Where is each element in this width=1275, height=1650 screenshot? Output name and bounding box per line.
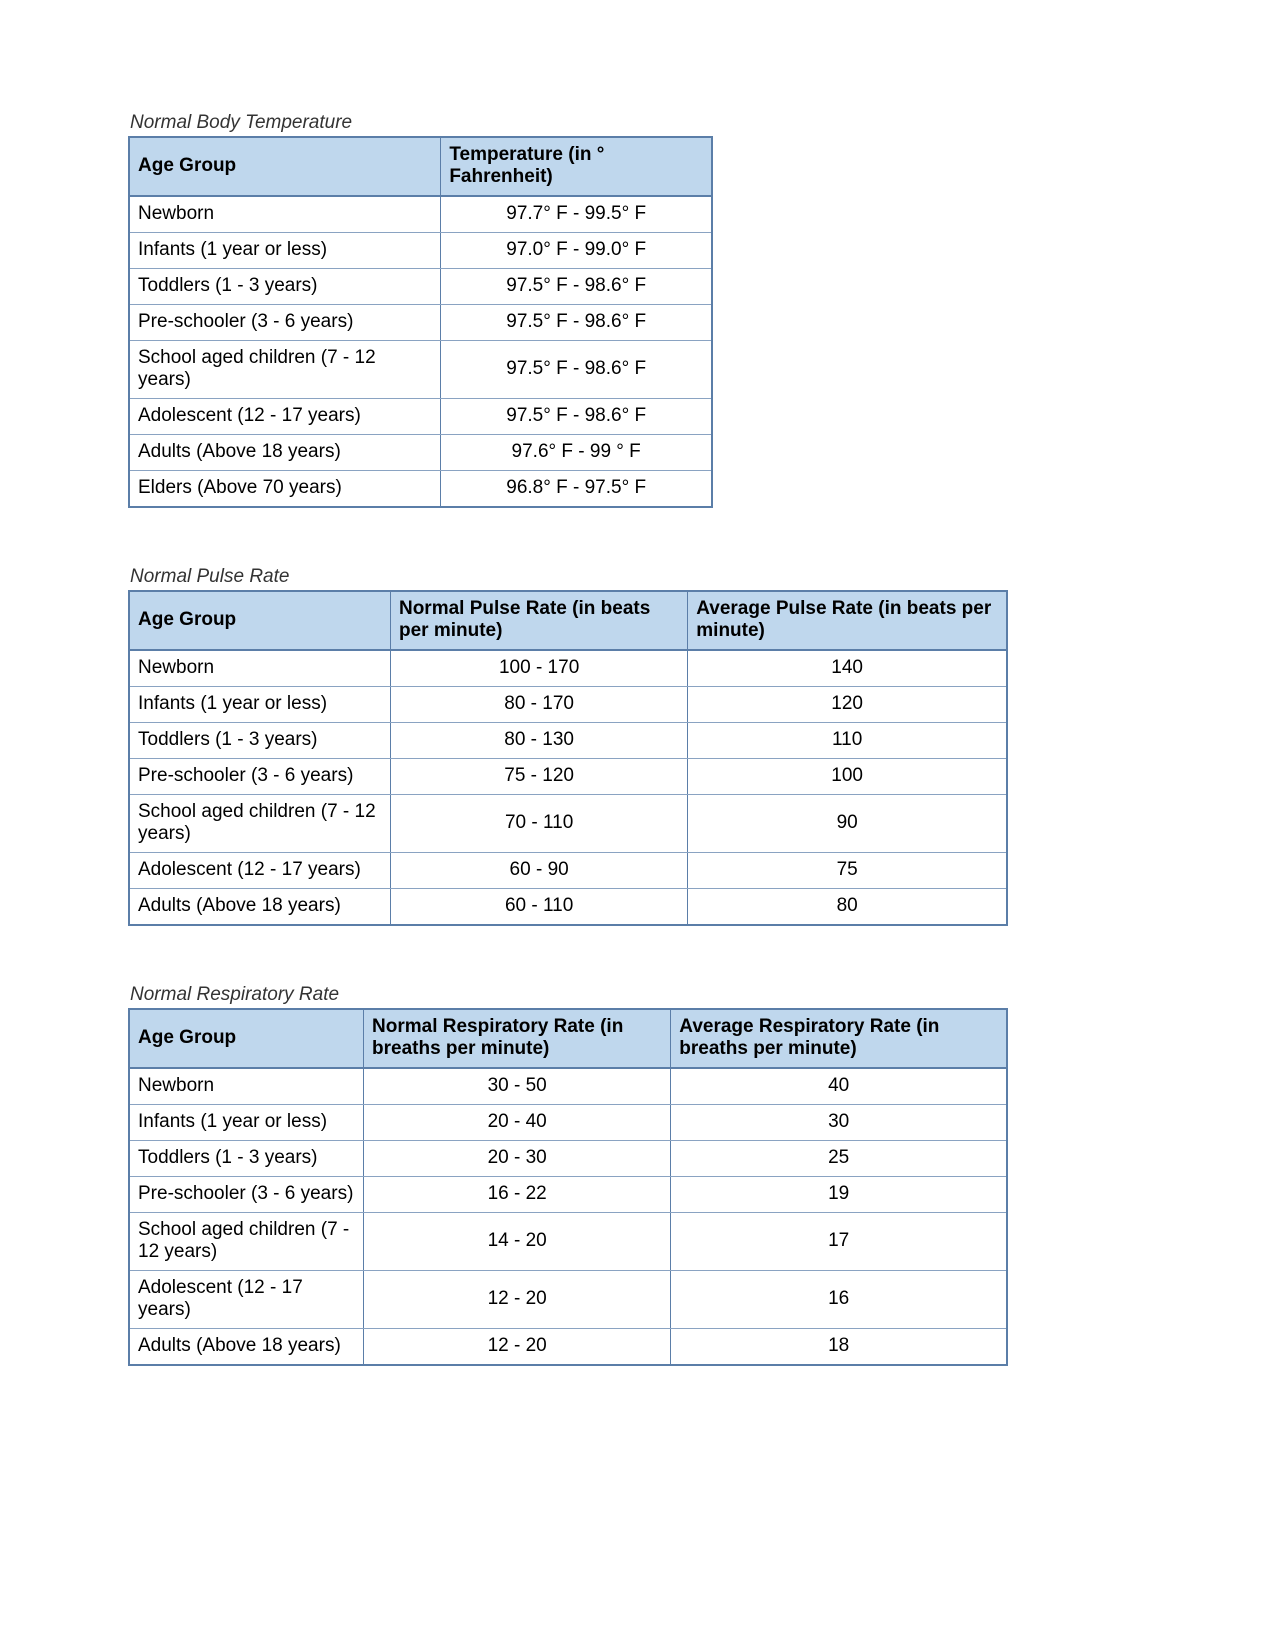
- table-row: Infants (1 year or less)97.0° F - 99.0° …: [129, 233, 712, 269]
- cell: Newborn: [129, 196, 441, 233]
- col-header: Age Group: [129, 591, 390, 650]
- table-row: Adults (Above 18 years)60 - 11080: [129, 889, 1007, 926]
- cell: Adolescent (12 - 17 years): [129, 853, 390, 889]
- table-header-row: Age Group Normal Pulse Rate (in beats pe…: [129, 591, 1007, 650]
- cell: 16: [671, 1271, 1007, 1329]
- cell: 97.0° F - 99.0° F: [441, 233, 712, 269]
- table-header-row: Age Group Normal Respiratory Rate (in br…: [129, 1009, 1007, 1068]
- cell: 70 - 110: [390, 795, 687, 853]
- table-header-row: Age Group Temperature (in ° Fahrenheit): [129, 137, 712, 196]
- cell: Adolescent (12 - 17 years): [129, 1271, 364, 1329]
- cell: 97.7° F - 99.5° F: [441, 196, 712, 233]
- cell: 20 - 40: [364, 1105, 671, 1141]
- cell: Toddlers (1 - 3 years): [129, 723, 390, 759]
- cell: 96.8° F - 97.5° F: [441, 471, 712, 508]
- table-caption: Normal Respiratory Rate: [130, 984, 1150, 1006]
- respiratory-rate-table: Age Group Normal Respiratory Rate (in br…: [128, 1008, 1008, 1366]
- cell: 140: [688, 650, 1007, 687]
- table-row: Elders (Above 70 years)96.8° F - 97.5° F: [129, 471, 712, 508]
- cell: 75 - 120: [390, 759, 687, 795]
- cell: 12 - 20: [364, 1329, 671, 1366]
- col-header: Age Group: [129, 137, 441, 196]
- table-row: Toddlers (1 - 3 years)20 - 3025: [129, 1141, 1007, 1177]
- cell: 14 - 20: [364, 1213, 671, 1271]
- col-header: Average Pulse Rate (in beats per minute): [688, 591, 1007, 650]
- cell: Elders (Above 70 years): [129, 471, 441, 508]
- table-row: Infants (1 year or less)20 - 4030: [129, 1105, 1007, 1141]
- table-row: Adolescent (12 - 17 years)12 - 2016: [129, 1271, 1007, 1329]
- table-row: Adults (Above 18 years)12 - 2018: [129, 1329, 1007, 1366]
- cell: Adults (Above 18 years): [129, 1329, 364, 1366]
- temperature-table: Age Group Temperature (in ° Fahrenheit) …: [128, 136, 713, 508]
- table-row: Toddlers (1 - 3 years)80 - 130110: [129, 723, 1007, 759]
- cell: Toddlers (1 - 3 years): [129, 269, 441, 305]
- cell: 17: [671, 1213, 1007, 1271]
- cell: 60 - 90: [390, 853, 687, 889]
- cell: School aged children (7 - 12 years): [129, 795, 390, 853]
- table-row: School aged children (7 - 12 years)97.5°…: [129, 341, 712, 399]
- cell: Pre-schooler (3 - 6 years): [129, 305, 441, 341]
- cell: Pre-schooler (3 - 6 years): [129, 759, 390, 795]
- cell: Adults (Above 18 years): [129, 889, 390, 926]
- cell: School aged children (7 - 12 years): [129, 341, 441, 399]
- cell: 80: [688, 889, 1007, 926]
- cell: 16 - 22: [364, 1177, 671, 1213]
- col-header: Age Group: [129, 1009, 364, 1068]
- table-row: Adults (Above 18 years)97.6° F - 99 ° F: [129, 435, 712, 471]
- cell: 110: [688, 723, 1007, 759]
- cell: Toddlers (1 - 3 years): [129, 1141, 364, 1177]
- table-row: School aged children (7 - 12 years)14 - …: [129, 1213, 1007, 1271]
- cell: Pre-schooler (3 - 6 years): [129, 1177, 364, 1213]
- col-header: Normal Respiratory Rate (in breaths per …: [364, 1009, 671, 1068]
- table-row: Pre-schooler (3 - 6 years)16 - 2219: [129, 1177, 1007, 1213]
- table-caption: Normal Pulse Rate: [130, 566, 1150, 588]
- pulse-rate-table: Age Group Normal Pulse Rate (in beats pe…: [128, 590, 1008, 926]
- cell: 100: [688, 759, 1007, 795]
- cell: 60 - 110: [390, 889, 687, 926]
- cell: 18: [671, 1329, 1007, 1366]
- table-row: Newborn100 - 170140: [129, 650, 1007, 687]
- cell: 100 - 170: [390, 650, 687, 687]
- table-caption: Normal Body Temperature: [130, 112, 1150, 134]
- cell: Infants (1 year or less): [129, 1105, 364, 1141]
- cell: School aged children (7 - 12 years): [129, 1213, 364, 1271]
- page-container: Normal Body Temperature Age Group Temper…: [0, 0, 1275, 1366]
- cell: 97.5° F - 98.6° F: [441, 399, 712, 435]
- table-row: Pre-schooler (3 - 6 years)97.5° F - 98.6…: [129, 305, 712, 341]
- cell: 97.6° F - 99 ° F: [441, 435, 712, 471]
- cell: 90: [688, 795, 1007, 853]
- cell: 97.5° F - 98.6° F: [441, 341, 712, 399]
- col-header: Temperature (in ° Fahrenheit): [441, 137, 712, 196]
- cell: 40: [671, 1068, 1007, 1105]
- cell: 30: [671, 1105, 1007, 1141]
- cell: 80 - 170: [390, 687, 687, 723]
- table-row: Toddlers (1 - 3 years)97.5° F - 98.6° F: [129, 269, 712, 305]
- cell: 12 - 20: [364, 1271, 671, 1329]
- table-row: Adolescent (12 - 17 years)97.5° F - 98.6…: [129, 399, 712, 435]
- table-row: Pre-schooler (3 - 6 years)75 - 120100: [129, 759, 1007, 795]
- cell: Newborn: [129, 1068, 364, 1105]
- cell: Infants (1 year or less): [129, 687, 390, 723]
- cell: 19: [671, 1177, 1007, 1213]
- cell: Adolescent (12 - 17 years): [129, 399, 441, 435]
- cell: 20 - 30: [364, 1141, 671, 1177]
- cell: 30 - 50: [364, 1068, 671, 1105]
- col-header: Average Respiratory Rate (in breaths per…: [671, 1009, 1007, 1068]
- cell: 97.5° F - 98.6° F: [441, 305, 712, 341]
- table-row: Infants (1 year or less)80 - 170120: [129, 687, 1007, 723]
- cell: 120: [688, 687, 1007, 723]
- cell: Adults (Above 18 years): [129, 435, 441, 471]
- cell: 80 - 130: [390, 723, 687, 759]
- col-header: Normal Pulse Rate (in beats per minute): [390, 591, 687, 650]
- cell: 25: [671, 1141, 1007, 1177]
- table-row: Adolescent (12 - 17 years)60 - 9075: [129, 853, 1007, 889]
- table-row: Newborn30 - 5040: [129, 1068, 1007, 1105]
- cell: Newborn: [129, 650, 390, 687]
- table-row: School aged children (7 - 12 years)70 - …: [129, 795, 1007, 853]
- table-row: Newborn97.7° F - 99.5° F: [129, 196, 712, 233]
- cell: 97.5° F - 98.6° F: [441, 269, 712, 305]
- cell: 75: [688, 853, 1007, 889]
- cell: Infants (1 year or less): [129, 233, 441, 269]
